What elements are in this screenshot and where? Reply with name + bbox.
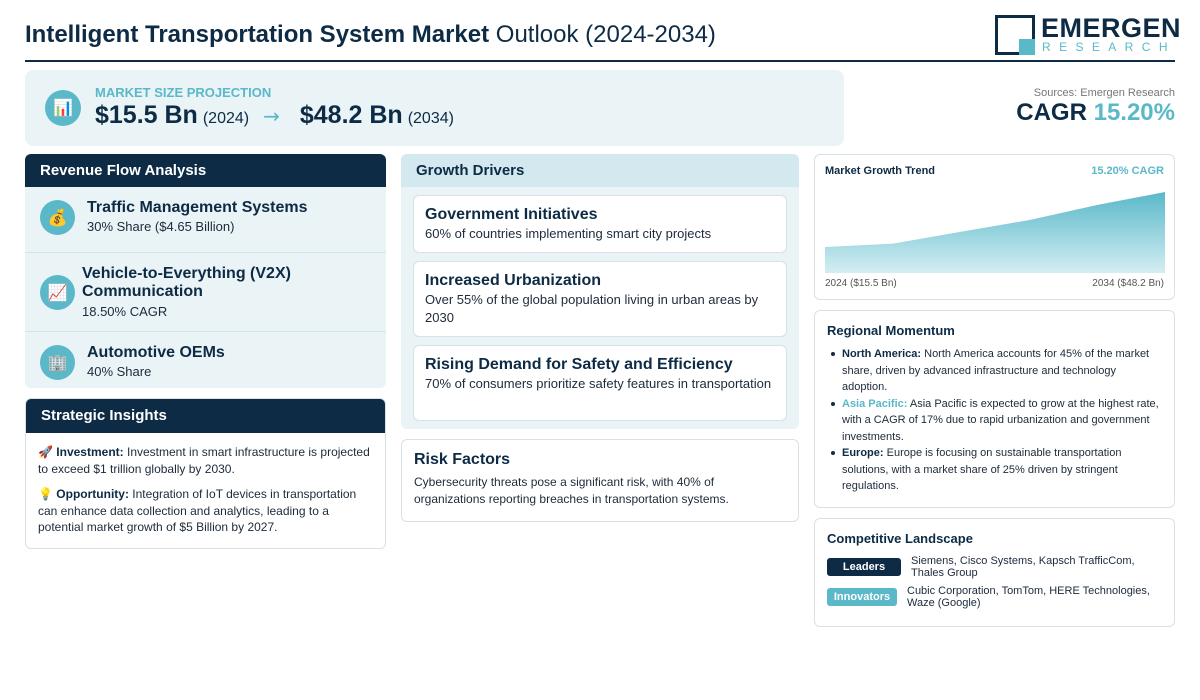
market-end-year: (2034) — [407, 110, 454, 127]
risk-factors-text: Cybersecurity threats pose a significant… — [414, 475, 729, 506]
growth-drivers-panel: Growth Drivers Government Initiatives 60… — [401, 154, 799, 429]
regional-momentum-panel: Regional Momentum North America: North A… — [814, 310, 1175, 508]
list-item: 🏢 Automotive OEMs 40% Share — [25, 332, 386, 388]
insight-label: Investment: — [56, 445, 124, 459]
market-end-value: $48.2 Bn — [299, 101, 403, 129]
region-list: North America: North America accounts fo… — [827, 346, 1162, 495]
driver-title: Increased Urbanization — [425, 272, 602, 289]
market-start-year: (2024) — [202, 110, 250, 127]
region-text: Europe is focusing on sustainable transp… — [842, 447, 1122, 492]
sources-note: Sources: Emergen Research — [1033, 87, 1175, 99]
risk-factors-panel: Risk Factors Cybersecurity threats pose … — [401, 439, 799, 522]
driver-text: 70% of consumers prioritize safety featu… — [425, 376, 772, 391]
insight-opportunity: 💡 Opportunity: Integration of IoT device… — [26, 486, 385, 536]
competitive-landscape-title: Competitive Landscape — [827, 531, 973, 546]
region-label: North America: — [842, 348, 922, 360]
page-title-bold: Intelligent Transportation System Market — [25, 21, 490, 48]
list-item: Asia Pacific: Asia Pacific is expected t… — [827, 396, 1162, 446]
emergen-logo: EMERGEN RESEARCH — [995, 13, 1181, 55]
list-item: 💰 Traffic Management Systems 30% Share (… — [25, 187, 386, 253]
lightbulb-icon: 💡 — [38, 487, 53, 501]
chart-up-icon: 📈 — [40, 275, 75, 310]
region-label: Asia Pacific: — [842, 397, 908, 410]
market-values: $15.5 Bn (2024) → $48.2 Bn (2034) — [95, 101, 454, 130]
list-item: 📈 Vehicle-to-Everything (V2X) Communicat… — [25, 253, 386, 332]
cagr-summary: CAGR 15.20% — [1016, 99, 1175, 127]
logo-sub-text: RESEARCH — [1042, 40, 1176, 54]
market-size-panel: 📊 MARKET SIZE PROJECTION $15.5 Bn (2024) →… — [25, 70, 844, 146]
insight-label: Opportunity: — [56, 487, 129, 501]
driver-text: Over 55% of the global population living… — [425, 292, 759, 325]
cagr-label: CAGR — [1016, 99, 1087, 126]
region-label: Europe: — [842, 447, 884, 459]
strategic-insights-title: Strategic Insights — [26, 399, 385, 433]
strategic-insights-panel: Strategic Insights 🚀 Investment: Investm… — [25, 398, 386, 549]
market-growth-trend-chart: Market Growth Trend 15.20% CAGR 2024 ($1… — [814, 154, 1175, 300]
revenue-flow-title: Revenue Flow Analysis — [25, 154, 386, 187]
driver-title: Government Initiatives — [425, 206, 598, 223]
revenue-item-sub: 18.50% CAGR — [82, 304, 168, 319]
chart-cagr: 15.20% CAGR — [1091, 165, 1164, 177]
revenue-flow-panel: Revenue Flow Analysis 💰 Traffic Manageme… — [25, 154, 386, 388]
logo-main-text: EMERGEN — [1041, 13, 1182, 43]
region-text: North America accounts for 45% of the ma… — [842, 348, 1150, 393]
rocket-icon: 🚀 — [38, 445, 53, 459]
innovators-text: Cubic Corporation, TomTom, HERE Technolo… — [907, 585, 1150, 609]
page-title: Intelligent Transportation System Market… — [25, 21, 716, 49]
competitive-landscape-panel: Competitive Landscape Leaders Siemens, C… — [814, 518, 1175, 627]
revenue-item-title: Automotive OEMs — [87, 344, 225, 361]
revenue-item-title: Traffic Management Systems — [87, 199, 308, 216]
leaders-text: Siemens, Cisco Systems, Kapsch TrafficCo… — [911, 555, 1135, 579]
logo-mark-icon — [995, 15, 1035, 55]
innovators-row: Innovators Cubic Corporation, TomTom, HE… — [827, 585, 1162, 609]
driver-title: Rising Demand for Safety and Efficiency — [425, 356, 733, 373]
building-icon: 🏢 — [40, 345, 75, 380]
insight-investment: 🚀 Investment: Investment in smart infras… — [26, 444, 385, 477]
innovators-badge: Innovators — [827, 588, 897, 606]
money-bag-icon: 💰 — [40, 200, 75, 235]
driver-card: Rising Demand for Safety and Efficiency … — [413, 345, 787, 421]
driver-card: Increased Urbanization Over 55% of the g… — [413, 261, 787, 337]
market-start-value: $15.5 Bn — [95, 101, 198, 129]
revenue-item-sub: 40% Share — [87, 364, 152, 379]
arrow-right-icon: → — [263, 104, 280, 128]
leaders-row: Leaders Siemens, Cisco Systems, Kapsch T… — [827, 555, 1161, 579]
leaders-badge: Leaders — [827, 558, 901, 576]
risk-factors-title: Risk Factors — [414, 451, 511, 468]
revenue-item-sub: 30% Share ($4.65 Billion) — [87, 219, 235, 234]
chart-title: Market Growth Trend — [825, 165, 936, 177]
trend-area-series — [825, 192, 1165, 273]
list-item: Europe: Europe is focusing on sustainabl… — [827, 445, 1162, 495]
revenue-item-title: Vehicle-to-Everything (V2X) Communicatio… — [82, 265, 291, 300]
bar-chart-icon: 📊 — [45, 90, 81, 126]
list-item: North America: North America accounts fo… — [827, 346, 1162, 396]
insight-text: Investment in smart infrastructure is pr… — [38, 445, 370, 476]
region-text: Asia Pacific is expected to grow at the … — [842, 397, 1159, 443]
driver-text: 60% of countries implementing smart city… — [425, 226, 712, 241]
driver-card: Government Initiatives 60% of countries … — [413, 195, 787, 253]
cagr-value: 15.20% — [1093, 99, 1175, 126]
market-size-label: MARKET SIZE PROJECTION — [95, 85, 272, 100]
regional-momentum-title: Regional Momentum — [827, 323, 955, 338]
page-title-light: Outlook (2024-2034) — [495, 21, 716, 48]
header: Intelligent Transportation System Market… — [25, 10, 1181, 62]
trend-area-svg — [825, 192, 1165, 273]
growth-drivers-title: Growth Drivers — [401, 154, 799, 187]
chart-start-label: 2024 ($15.5 Bn) — [825, 278, 897, 289]
chart-end-label: 2034 ($48.2 Bn) — [1092, 278, 1164, 289]
insight-text: Integration of IoT devices in transporta… — [38, 487, 357, 534]
